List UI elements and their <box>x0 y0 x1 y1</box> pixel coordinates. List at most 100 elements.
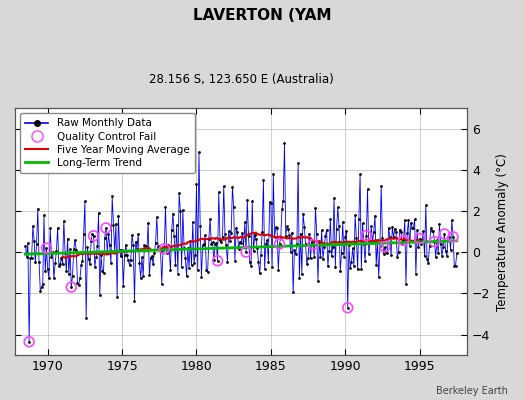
Point <box>278 205 286 212</box>
Point <box>453 250 461 257</box>
Point <box>73 280 82 286</box>
Point <box>215 189 223 195</box>
Point <box>183 245 192 251</box>
Point <box>385 225 393 231</box>
Point <box>412 271 420 277</box>
Point <box>400 217 409 223</box>
Point <box>129 242 137 248</box>
Point <box>379 251 388 257</box>
Point <box>382 248 390 255</box>
Point <box>66 246 74 252</box>
Point <box>381 244 389 250</box>
Point <box>339 219 347 225</box>
Point <box>336 268 344 274</box>
Point <box>30 237 38 244</box>
Point <box>128 232 136 238</box>
Point <box>366 239 374 246</box>
Point <box>68 273 77 279</box>
Point <box>151 240 160 246</box>
Point <box>433 237 441 243</box>
Point <box>221 231 229 238</box>
Point <box>237 240 245 246</box>
Point <box>299 210 307 217</box>
Point <box>353 266 362 272</box>
Point <box>91 264 99 270</box>
Point <box>140 242 149 248</box>
Point <box>424 260 432 266</box>
Point <box>325 248 333 254</box>
Point <box>105 242 114 248</box>
Point <box>389 234 398 241</box>
Point <box>80 231 88 237</box>
Point <box>390 225 399 232</box>
Point <box>438 252 446 259</box>
Point <box>47 254 56 260</box>
Point <box>373 237 381 244</box>
Point <box>90 233 98 239</box>
Point <box>288 230 296 236</box>
Point <box>45 275 53 282</box>
Point <box>61 250 69 256</box>
Point <box>220 183 228 190</box>
Point <box>376 243 384 249</box>
Point <box>161 204 170 210</box>
Point <box>25 338 34 345</box>
Point <box>95 292 104 298</box>
Point <box>58 260 67 267</box>
Point <box>275 241 283 247</box>
Point <box>109 221 117 228</box>
Point <box>31 259 39 265</box>
Point <box>332 225 341 232</box>
Point <box>195 149 203 156</box>
Point <box>439 244 447 250</box>
Point <box>171 262 180 269</box>
Point <box>402 280 410 287</box>
Point <box>242 249 250 255</box>
Point <box>340 254 348 260</box>
Point <box>312 231 321 237</box>
Point <box>201 232 210 238</box>
Point <box>119 283 127 289</box>
Point <box>102 225 110 231</box>
Point <box>249 248 258 254</box>
Point <box>266 199 274 205</box>
Point <box>141 243 150 249</box>
Point <box>103 250 112 256</box>
Point <box>294 160 302 166</box>
Point <box>311 204 320 211</box>
Point <box>97 252 105 258</box>
Point <box>49 249 57 255</box>
Point <box>434 250 442 256</box>
Point <box>388 224 397 230</box>
Point <box>114 212 123 219</box>
Point <box>166 267 174 273</box>
Point <box>269 171 278 177</box>
Point <box>143 247 151 254</box>
Point <box>123 252 131 259</box>
Point <box>162 250 171 256</box>
Point <box>168 226 176 233</box>
Point <box>307 255 315 261</box>
Point <box>362 232 370 239</box>
Point <box>406 243 414 249</box>
Point <box>172 222 181 228</box>
Point <box>441 248 450 254</box>
Point <box>93 243 102 249</box>
Point <box>279 198 288 204</box>
Point <box>315 239 323 245</box>
Point <box>226 238 234 244</box>
Point <box>383 250 391 256</box>
Point <box>149 261 157 268</box>
Point <box>275 241 283 247</box>
Point <box>82 315 90 322</box>
Point <box>206 216 214 222</box>
Point <box>387 252 395 258</box>
Point <box>436 241 445 247</box>
Point <box>381 244 389 250</box>
Point <box>263 237 271 243</box>
Point <box>148 253 156 260</box>
Point <box>257 252 265 258</box>
Point <box>190 260 198 266</box>
Point <box>145 272 154 278</box>
Point <box>197 274 205 280</box>
